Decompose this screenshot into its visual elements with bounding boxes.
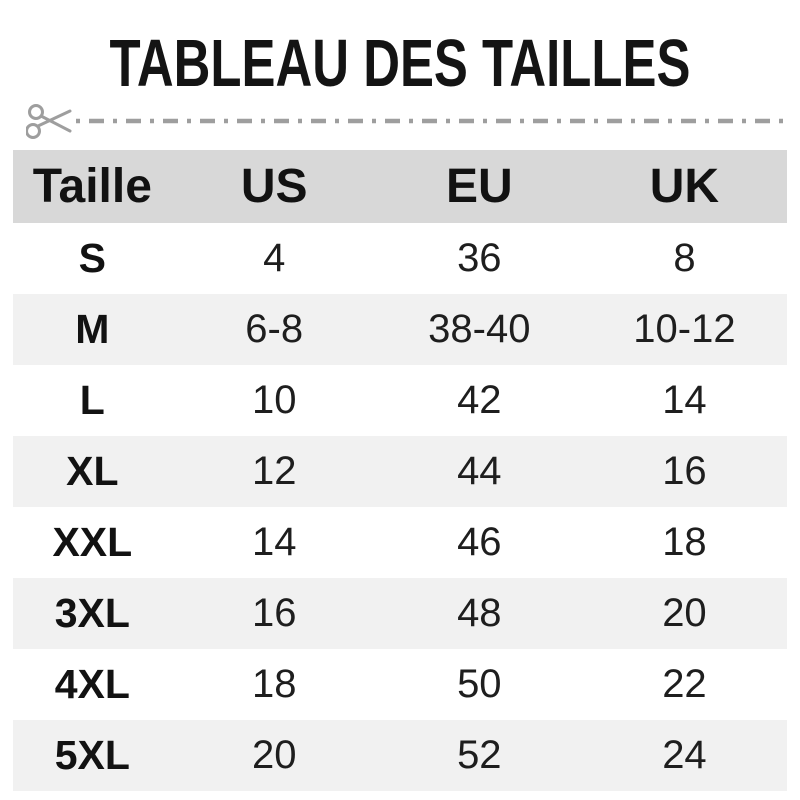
cell-uk: 24 xyxy=(662,733,707,777)
cell-eu: 44 xyxy=(457,449,502,493)
table-row: 5XL 20 52 24 xyxy=(13,720,787,791)
size-table-container: Taille US EU UK S 4 36 8 M 6-8 38-40 10-… xyxy=(13,150,787,791)
header-cell-eu: EU xyxy=(376,150,582,223)
cell-uk: 18 xyxy=(662,520,707,564)
cell-eu: 52 xyxy=(457,733,502,777)
table-row: S 4 36 8 xyxy=(13,223,787,294)
cell-uk: 22 xyxy=(662,662,707,706)
cell-eu: 46 xyxy=(457,520,502,564)
table-row: 4XL 18 50 22 xyxy=(13,649,787,720)
cell-eu: 38-40 xyxy=(428,307,531,351)
cell-taille: L xyxy=(79,377,105,423)
cell-taille: 4XL xyxy=(54,661,130,707)
cell-taille: 5XL xyxy=(54,732,130,778)
cell-us: 12 xyxy=(251,449,297,493)
scissors-icon xyxy=(26,104,790,139)
header-cell-taille: Taille xyxy=(13,150,172,223)
cell-us: 4 xyxy=(263,236,286,280)
table-row: XL 12 44 16 xyxy=(13,436,787,507)
cell-eu: 48 xyxy=(457,591,502,635)
cell-taille: XXL xyxy=(52,519,133,565)
table-row: M 6-8 38-40 10-12 xyxy=(13,294,787,365)
cell-uk: 8 xyxy=(673,236,696,280)
cell-us: 10 xyxy=(251,378,297,422)
cell-us: 18 xyxy=(251,662,297,706)
page-title: TABLEAU DES TAILLES xyxy=(109,26,691,101)
cell-taille: 3XL xyxy=(54,590,130,636)
cut-line xyxy=(26,100,792,144)
cell-eu: 42 xyxy=(457,378,502,422)
cell-uk: 16 xyxy=(662,449,707,493)
cell-us: 20 xyxy=(251,733,297,777)
header-cell-us: US xyxy=(171,150,377,223)
cell-us: 14 xyxy=(251,520,297,564)
table-row: XXL 14 46 18 xyxy=(13,507,787,578)
header-cell-uk: UK xyxy=(581,150,787,223)
cell-eu: 50 xyxy=(457,662,502,706)
table-row: L 10 42 14 xyxy=(13,365,787,436)
table-header-row: Taille US EU UK xyxy=(13,150,787,223)
cell-us: 6-8 xyxy=(245,307,304,351)
table-row: 3XL 16 48 20 xyxy=(13,578,787,649)
cell-us: 16 xyxy=(251,591,297,635)
cell-taille: M xyxy=(75,306,110,352)
size-table: Taille US EU UK S 4 36 8 M 6-8 38-40 10-… xyxy=(13,150,787,791)
cell-taille: XL xyxy=(66,448,119,494)
cell-uk: 14 xyxy=(662,378,707,422)
cell-taille: S xyxy=(78,235,106,281)
cell-uk: 20 xyxy=(662,591,707,635)
cell-eu: 36 xyxy=(457,236,502,280)
cell-uk: 10-12 xyxy=(633,307,736,351)
